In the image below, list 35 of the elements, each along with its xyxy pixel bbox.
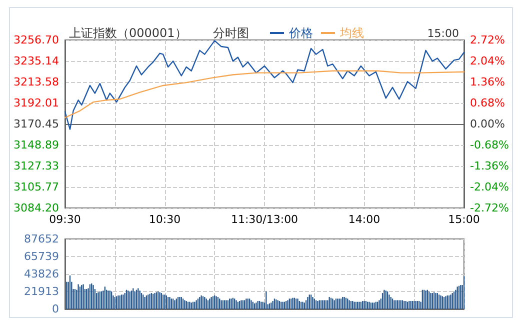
y2-tick-label: 0.68% [470, 96, 505, 110]
y2-tick-label: 2.72% [470, 34, 505, 46]
chart-subtitle: 分时图 [213, 26, 249, 40]
y-tick-label: 3084.20 [14, 202, 59, 214]
y-tick-label: 65739 [24, 250, 59, 263]
y-tick-label: 21913 [24, 285, 59, 298]
y-tick-label: 3256.70 [14, 34, 59, 46]
x-tick-label: 10:30 [148, 213, 181, 226]
y2-tick-label: 2.04% [470, 54, 505, 68]
y-tick-label: 3192.01 [14, 96, 59, 110]
legend-label: 价格 [288, 26, 313, 40]
x-tick-label: 14:00 [348, 213, 380, 226]
y2-tick-label: 0.00% [470, 118, 505, 130]
y-tick-label: 3213.58 [14, 75, 59, 88]
y-tick-label: 3170.45 [14, 118, 59, 130]
legend-label: 均线 [339, 26, 364, 40]
y-tick-label: 3148.89 [14, 138, 59, 152]
line-series [64, 40, 465, 130]
y2-tick-label: -2.72% [470, 202, 509, 214]
y-tick-label: 3127.33 [14, 159, 59, 172]
line-series [64, 70, 465, 118]
chart-title: 上证指数（000001） [69, 26, 187, 40]
text: 15:00 [427, 27, 460, 40]
y-tick-label: 3105.77 [14, 180, 59, 194]
x-tick-label: 11:30/13:00 [230, 213, 298, 226]
y-tick-label: 43826 [24, 268, 59, 280]
y-tick-label: 3235.14 [14, 54, 59, 68]
x-tick-label: 09:30 [49, 213, 81, 226]
y2-tick-label: -0.68% [470, 138, 509, 152]
y2-tick-label: -1.36% [470, 160, 509, 172]
y2-tick-label: 1.36% [470, 76, 505, 88]
y-tick-label: 87652 [24, 232, 59, 246]
y2-tick-label: -2.04% [470, 180, 509, 194]
x-tick-label: 15:00 [448, 213, 480, 226]
y-tick-label: 0 [52, 302, 59, 316]
